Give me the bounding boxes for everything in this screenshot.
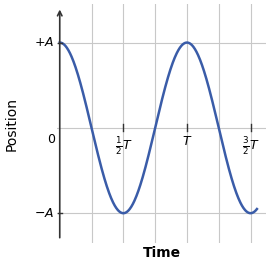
Text: $T$: $T$ bbox=[182, 135, 192, 148]
Text: $\frac{3}{2}T$: $\frac{3}{2}T$ bbox=[242, 135, 259, 157]
X-axis label: Time: Time bbox=[143, 246, 181, 260]
Text: 0: 0 bbox=[47, 133, 55, 146]
Text: $\frac{1}{2}T$: $\frac{1}{2}T$ bbox=[114, 135, 132, 157]
Text: $-A$: $-A$ bbox=[35, 207, 55, 220]
Text: $+A$: $+A$ bbox=[35, 36, 55, 49]
Text: Position: Position bbox=[4, 97, 18, 150]
